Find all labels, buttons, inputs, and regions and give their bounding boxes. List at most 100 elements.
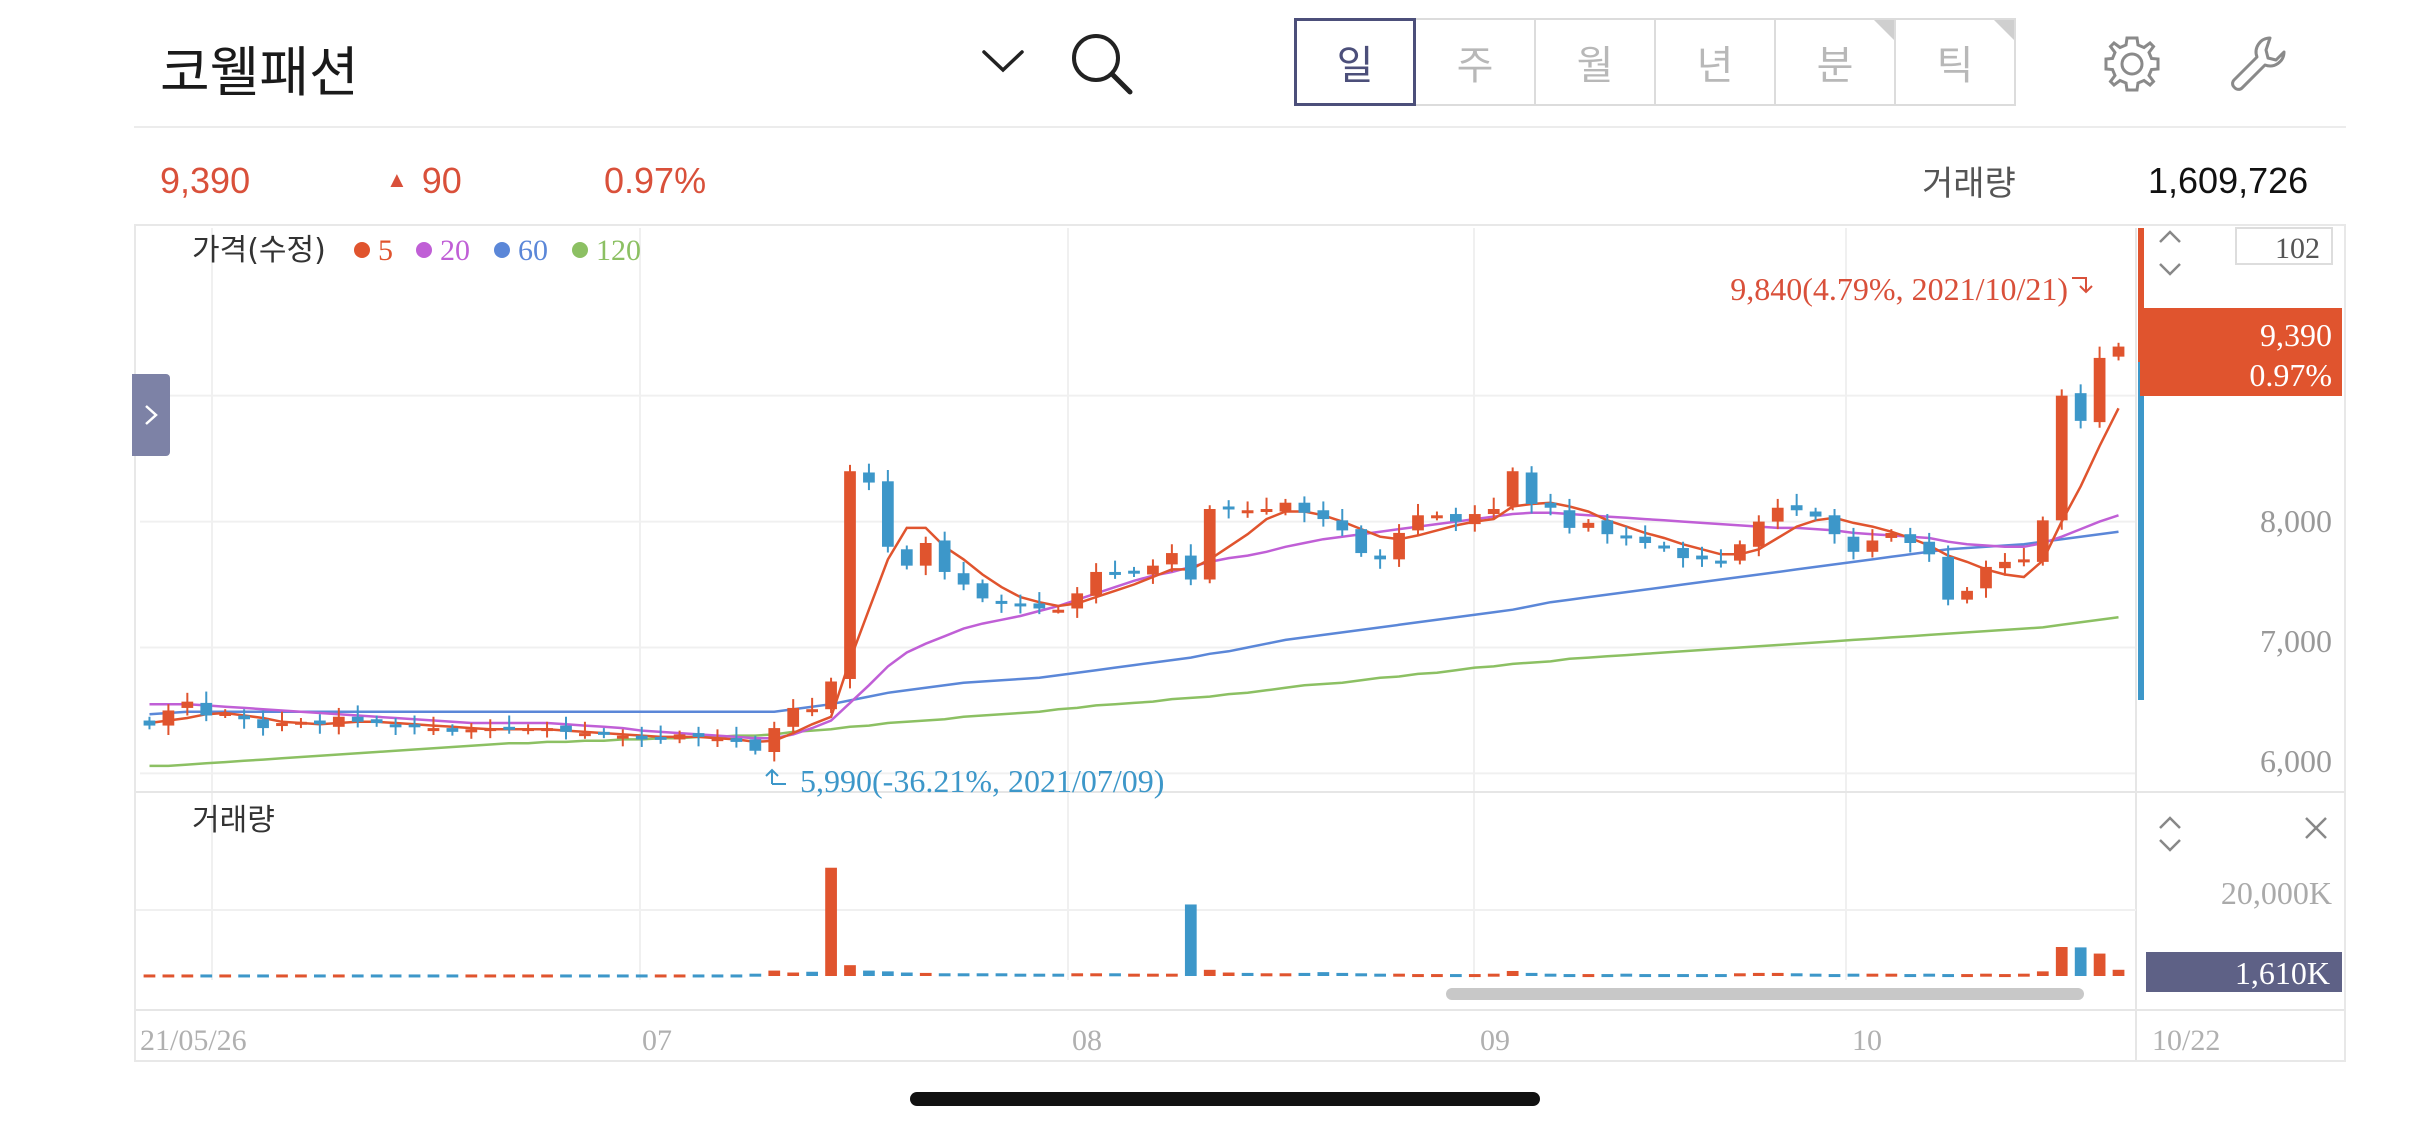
legend-ma-5: 5 [378,234,393,267]
wrench-icon[interactable] [2226,32,2290,96]
candle-body [1582,522,1595,528]
candle-body [1449,514,1462,522]
volume-bar [957,973,970,977]
y-tick-7000: 7,000 [2260,623,2332,659]
candle-body [332,716,345,727]
stock-name[interactable]: 코웰패션 [160,41,359,104]
volume-bar [1961,974,1973,978]
x-label: 08 [1072,1024,1102,1057]
candle-body [427,728,440,732]
volume-bar [1279,973,1292,977]
volume-bar [446,974,459,978]
candle-body [692,733,705,737]
candle-body [2036,520,2049,562]
volume-bar [143,974,156,978]
legend-ma-60: 60 [518,234,548,267]
side-panel-toggle[interactable] [132,374,170,456]
volume-bar [1355,973,1368,977]
candle-body [503,726,516,730]
current-volume-tag [2146,952,2342,992]
candle-body [1885,532,1898,538]
candle-body [1317,510,1330,520]
volume-bar [1677,974,1689,978]
volume-bar [1184,904,1197,976]
volume-bar [1563,974,1576,978]
candle-body [1393,532,1405,560]
volume-bar [332,974,345,978]
volume-bar [1923,973,1936,977]
legend-dot [572,242,588,258]
volume-bar [1298,972,1311,976]
candle-body [389,724,402,728]
ma5-line [149,407,2120,744]
close-icon[interactable] [2305,817,2327,839]
volume-bar [1771,972,1784,976]
legend-ma-20: 20 [440,234,470,267]
candle-body [1601,520,1614,535]
volume-bar [503,974,516,978]
volume-bar [1033,973,1046,977]
volume-bar [1809,973,1822,977]
volume-panel-collapse-icon[interactable] [2159,816,2181,852]
quote-bar: 9,390 ▲ 90 0.97% 거래량 1,609,726 [0,150,2436,212]
volume-bar [976,973,989,977]
volume-bar [1165,973,1178,977]
candle-body [1336,520,1349,531]
candle-body [1506,471,1519,507]
volume-bar [1980,973,1992,977]
tab-week[interactable]: 주 [1414,18,1536,106]
candle-body [295,721,307,725]
tab-tick[interactable]: 틱 [1894,18,2016,106]
candle-body [768,728,781,753]
candle-body [1279,502,1292,512]
legend-dot [354,242,370,258]
volume-bar [2112,969,2125,976]
candle-body [181,701,194,708]
volume-bar [768,970,781,976]
volume-bar [351,974,364,978]
price-panel-collapse-icon[interactable] [2159,230,2181,276]
candle-body [219,712,232,716]
candle-body [919,542,932,566]
tab-minute[interactable]: 분 [1774,18,1896,106]
volume-bar [711,974,724,978]
tab-year[interactable]: 년 [1654,18,1776,106]
moving-average-lines [149,407,2120,768]
candle-body [313,720,326,725]
volume-bar [1942,974,1955,978]
chart-scrollbar[interactable] [1446,988,2084,1000]
period-tabs: 일 주 월 년 분 틱 [1294,18,2016,110]
candle-body [465,729,478,733]
legend-ma-120: 120 [596,234,641,267]
volume-bar [1222,972,1235,976]
candle-body [1563,510,1576,528]
search-icon[interactable] [1068,30,1134,96]
gear-icon[interactable] [2100,32,2164,96]
volume-bar [370,974,383,978]
candle-body [579,733,591,737]
candlesticks [143,342,2125,762]
tab-month-label: 월 [1576,43,1614,89]
volume-bar [2093,953,2106,976]
volume-bar [295,974,307,978]
candle-body [1241,510,1254,514]
x-label: 07 [642,1024,672,1057]
volume-bar [1393,973,1405,977]
volume-bar [1468,974,1481,978]
candle-body [1184,555,1197,580]
candle-body [995,600,1008,604]
volume-bar [1128,973,1140,977]
volume-bar [1885,973,1898,977]
x-label: 21/05/26 [140,1024,247,1057]
chevron-down-icon[interactable] [980,38,1026,84]
volume-bar [219,974,232,978]
tab-day[interactable]: 일 [1294,18,1416,106]
volume-bar [1847,973,1860,977]
chart-frame [134,224,2346,1062]
volume-bar [181,974,194,978]
volume-bar [1828,974,1841,978]
candle-body [1809,511,1822,517]
candle-body [1980,566,1992,589]
candle-body [825,681,837,710]
